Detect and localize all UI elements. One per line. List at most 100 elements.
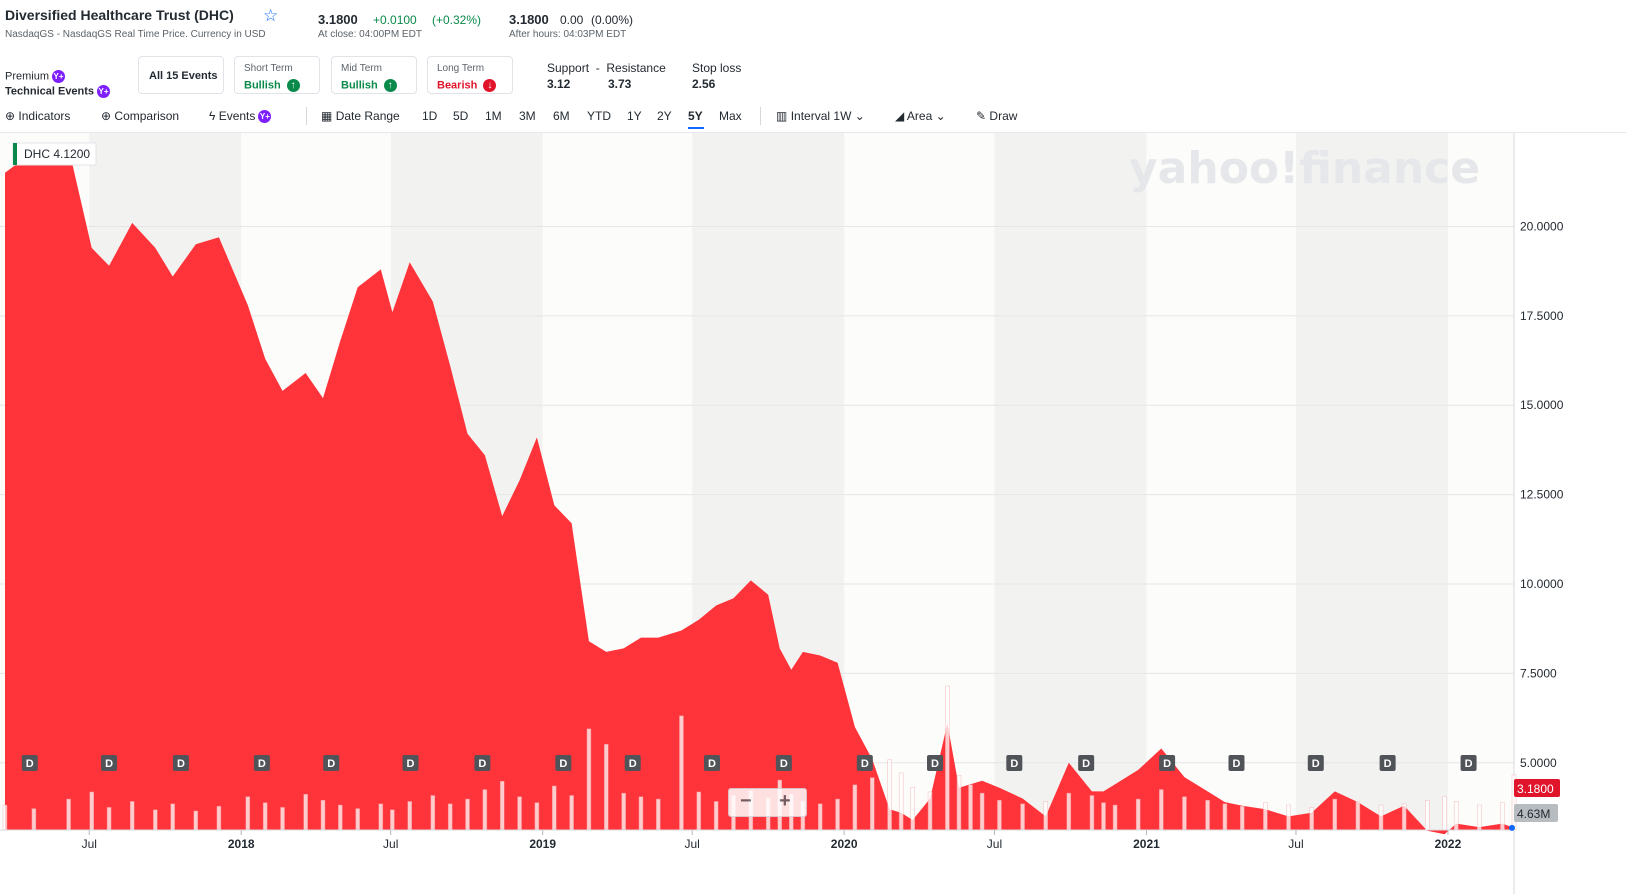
support-value: 3.12 <box>547 77 571 91</box>
volume-bar <box>1477 804 1482 831</box>
volume-bar <box>835 798 840 831</box>
x-tick-label: Jul <box>1288 837 1303 851</box>
period-band <box>1295 133 1448 830</box>
dividend-marker <box>172 755 189 771</box>
dividend-marker-label: D <box>931 758 939 770</box>
star-icon[interactable]: ☆ <box>263 6 279 25</box>
area-chart-icon: ◢ <box>895 109 905 123</box>
volume-bar <box>679 715 684 831</box>
dividend-marker <box>1006 755 1023 771</box>
mid-term-button[interactable]: Mid Term Bullish ↑ <box>331 56 417 94</box>
volume-bar <box>262 802 268 831</box>
calendar-icon: ▦ <box>321 109 333 123</box>
range-1m[interactable]: 1M <box>485 109 502 123</box>
after-change: 0.00 <box>560 13 584 27</box>
zoom-out-icon[interactable]: − <box>740 790 752 812</box>
volume-bar <box>378 803 384 831</box>
arrow-up-icon: ↑ <box>286 79 300 92</box>
range-5y[interactable]: 5Y <box>688 109 703 123</box>
range-3m[interactable]: 3M <box>519 109 536 123</box>
volume-bar <box>552 785 557 831</box>
volume-bar <box>638 796 644 831</box>
after-price: 3.1800 <box>509 12 549 27</box>
premium-badge-icon: Y+ <box>97 85 111 98</box>
last-price-box <box>1514 779 1560 797</box>
interval-button[interactable]: ▥ Interval 1W ⌄ <box>776 109 865 123</box>
volume-bar <box>997 799 1002 831</box>
last-price-label: 3.1800 <box>1517 782 1554 796</box>
volume-bar <box>170 803 175 831</box>
toolbar-divider <box>760 107 761 125</box>
last-volume-label: 4.63M <box>1517 807 1550 821</box>
dividend-marker <box>856 755 873 771</box>
volume-bar <box>66 798 71 831</box>
events-button[interactable]: ϟ Events Y+ <box>209 109 272 124</box>
range-5d[interactable]: 5D <box>453 109 469 123</box>
volume-bar <box>852 784 858 831</box>
volume-bar <box>31 808 37 831</box>
volume-bar <box>927 791 933 831</box>
volume-bar <box>245 796 251 831</box>
volume-bar <box>1500 802 1505 831</box>
zoom-in-icon[interactable]: + <box>779 790 791 812</box>
x-tick-label: Jul <box>82 837 97 851</box>
volume-bar <box>1442 796 1447 831</box>
volume-bar <box>1205 799 1210 831</box>
volume-bar <box>1378 804 1384 831</box>
quote-header: Diversified Healthcare Trust (DHC) ☆ Nas… <box>0 0 1626 140</box>
chart-type-button[interactable]: ◢ Area ⌄ <box>895 109 946 123</box>
dividend-marker <box>1460 755 1477 771</box>
stop-loss-label: Stop loss <box>692 61 742 75</box>
dividend-marker-label: D <box>1010 758 1018 770</box>
premium-label: Premium Y+ <box>5 70 66 83</box>
volume-bar <box>604 744 609 831</box>
volume-bar <box>2 804 8 831</box>
y-tick-label: 7.5000 <box>1520 666 1557 680</box>
short-term-button[interactable]: Short Term Bullish ↑ <box>234 56 320 94</box>
date-range-button[interactable]: ▦ Date Range <box>321 109 400 123</box>
volume-bar <box>355 808 360 831</box>
selected-range-underline <box>688 127 704 129</box>
volume-bar <box>465 798 470 831</box>
dividend-marker <box>21 755 38 771</box>
close-change-pct: (+0.32%) <box>432 13 482 27</box>
range-1y[interactable]: 1Y <box>627 109 642 123</box>
range-6m[interactable]: 6M <box>553 109 570 123</box>
all-events-button[interactable]: All 15 Events <box>138 56 224 94</box>
dividend-marker <box>253 755 270 771</box>
volume-bar <box>1240 805 1245 831</box>
indicators-button[interactable]: ⊕ Indicators <box>5 109 71 123</box>
dividend-marker-label: D <box>780 758 788 770</box>
range-2y[interactable]: 2Y <box>657 109 672 123</box>
page-title: Diversified Healthcare Trust (DHC) <box>5 7 234 23</box>
volume-bar <box>482 789 488 831</box>
volume-bar <box>1309 807 1314 831</box>
y-tick-label: 5.0000 <box>1520 756 1557 770</box>
price-chart[interactable]: 20.0000 17.5000 15.0000 12.5000 10.0000 7.500… <box>0 133 1626 894</box>
range-1d[interactable]: 1D <box>422 109 438 123</box>
draw-button[interactable]: ✎ Draw <box>976 109 1018 123</box>
close-time: At close: 04:00PM EDT <box>318 29 422 40</box>
zoom-control[interactable]: − + <box>728 788 807 817</box>
volume-bar <box>1425 799 1430 831</box>
volume-bar <box>1263 802 1268 831</box>
range-ytd[interactable]: YTD <box>587 109 611 123</box>
long-term-button[interactable]: Long Term Bearish ↓ <box>427 56 513 94</box>
all-events-label: All 15 Events <box>149 70 218 82</box>
volume-bar <box>129 801 135 831</box>
technical-events-label: Technical Events Y+ <box>5 85 111 98</box>
x-tick-label: 2022 <box>1435 837 1462 851</box>
range-max[interactable]: Max <box>719 109 742 123</box>
dividend-marker <box>1307 755 1324 771</box>
x-tick-label: 2019 <box>529 837 556 851</box>
short-term-label: Short Term <box>244 63 293 74</box>
y-tick-label: 12.5000 <box>1520 488 1564 502</box>
volume-bar <box>656 798 661 831</box>
support-resistance-label: Support - Resistance <box>547 61 666 75</box>
y-tick-label: 10.0000 <box>1520 577 1564 591</box>
volume-bar <box>153 809 158 831</box>
x-tick-label: 2018 <box>228 837 255 851</box>
volume-bar <box>1112 804 1118 831</box>
dividend-marker-label: D <box>1163 758 1171 770</box>
comparison-button[interactable]: ⊕ Comparison <box>101 109 180 123</box>
